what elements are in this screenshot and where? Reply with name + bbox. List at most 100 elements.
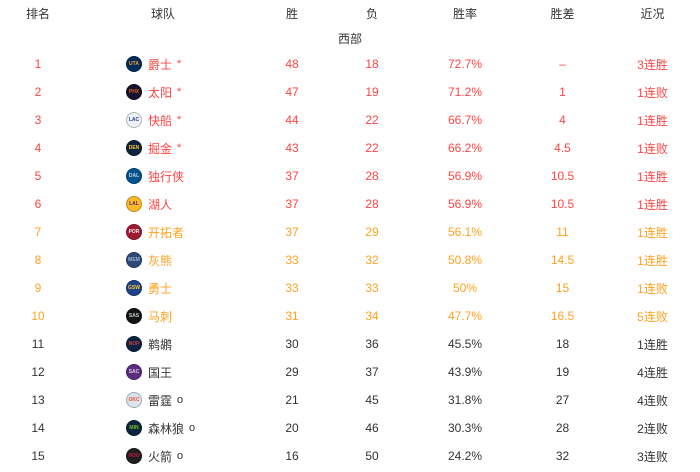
team-name-link[interactable]: 太阳	[148, 85, 173, 100]
team-name-link[interactable]: 灰熊	[148, 253, 173, 268]
team-name-link[interactable]: 开拓者	[148, 225, 185, 240]
col-header-gamesbehind: 胜差	[550, 6, 575, 21]
streak: 1连胜	[637, 337, 668, 352]
games-behind: 32	[555, 449, 570, 463]
wins: 37	[285, 197, 299, 211]
team-logo-icon: HOU	[126, 448, 142, 464]
games-behind: 28	[555, 421, 570, 435]
team-name-link[interactable]: 爵士	[148, 57, 173, 72]
losses: 22	[365, 113, 379, 127]
streak: 2连败	[637, 421, 668, 436]
streak: 3连败	[637, 449, 668, 464]
streak: 4连胜	[637, 365, 668, 380]
wins: 47	[285, 85, 299, 99]
losses: 45	[365, 393, 379, 407]
games-behind: 1	[559, 85, 566, 99]
table-row: 10 SAS 马刺 31 34 47.7% 16.5 5连败	[0, 302, 700, 330]
wins: 31	[285, 309, 299, 323]
team-logo-icon: POR	[126, 224, 142, 240]
streak: 1连胜	[637, 169, 668, 184]
streak: 1连胜	[637, 225, 668, 240]
conference-subtitle-row: 西部	[0, 26, 700, 50]
win-pct: 45.5%	[447, 337, 483, 351]
team-name-link[interactable]: 勇士	[148, 281, 173, 296]
rank: 14	[31, 421, 45, 435]
streak: 1连胜	[637, 113, 668, 128]
losses: 46	[365, 421, 379, 435]
table-row: 7 POR 开拓者 37 29 56.1% 11 1连胜	[0, 218, 700, 246]
wins: 33	[285, 253, 299, 267]
team-name-link[interactable]: 鹈鹕	[148, 337, 173, 352]
games-behind: –	[559, 57, 566, 71]
win-pct: 24.2%	[447, 449, 483, 463]
games-behind: 27	[555, 393, 570, 407]
rank: 7	[34, 225, 42, 239]
games-behind: 16.5	[550, 309, 575, 323]
col-header-losses: 负	[365, 6, 378, 21]
table-row: 1 UTA 爵士 * 48 18 72.7% – 3连胜	[0, 50, 700, 78]
table-row: 8 MEM 灰熊 33 32 50.8% 14.5 1连胜	[0, 246, 700, 274]
team-name-link[interactable]: 独行侠	[148, 169, 185, 184]
losses: 22	[365, 141, 379, 155]
games-behind: 14.5	[550, 253, 575, 267]
streak: 1连败	[637, 281, 668, 296]
team-status-marker: o	[189, 422, 196, 434]
team-status-marker: *	[177, 114, 182, 126]
table-row: 6 LAL 湖人 37 28 56.9% 10.5 1连胜	[0, 190, 700, 218]
team-name-link[interactable]: 湖人	[148, 197, 173, 212]
streak: 1连败	[637, 85, 668, 100]
losses: 28	[365, 197, 379, 211]
team-status-marker: *	[177, 58, 182, 70]
team-name-link[interactable]: 火箭	[148, 449, 173, 464]
table-row: 3 LAC 快船 * 44 22 66.7% 4 1连胜	[0, 106, 700, 134]
wins: 44	[285, 113, 299, 127]
wins: 29	[285, 365, 299, 379]
team-name-link[interactable]: 掘金	[148, 141, 173, 156]
team-name-link[interactable]: 雷霆	[148, 393, 173, 408]
win-pct: 56.9%	[447, 169, 483, 183]
losses: 50	[365, 449, 379, 463]
win-pct: 30.3%	[447, 421, 483, 435]
col-header-rank: 排名	[25, 6, 50, 21]
streak: 1连胜	[637, 197, 668, 212]
losses: 37	[365, 365, 379, 379]
header-row: 排名 球队 胜 负 胜率 胜差 近况	[0, 0, 700, 26]
rank: 9	[34, 281, 42, 295]
team-logo-icon: GSW	[126, 280, 142, 296]
wins: 30	[285, 337, 299, 351]
win-pct: 56.9%	[447, 197, 483, 211]
team-status-marker: *	[177, 86, 182, 98]
win-pct: 66.7%	[447, 113, 483, 127]
conference-title: 西部	[337, 31, 362, 46]
win-pct: 31.8%	[447, 393, 483, 407]
rank: 12	[31, 365, 45, 379]
rank: 10	[31, 309, 45, 323]
team-name-link[interactable]: 快船	[148, 113, 173, 128]
team-status-marker: o	[177, 394, 184, 406]
team-name-link[interactable]: 森林狼	[148, 421, 185, 436]
rank: 2	[34, 85, 42, 99]
streak: 5连败	[637, 309, 668, 324]
team-logo-icon: DEN	[126, 140, 142, 156]
team-name-link[interactable]: 马刺	[148, 309, 173, 324]
table-row: 13 OKC 雷霆 o 21 45 31.8% 27 4连败	[0, 386, 700, 414]
team-logo-icon: MIN	[126, 420, 142, 436]
col-header-team: 球队	[150, 6, 175, 21]
table-row: 14 MIN 森林狼 o 20 46 30.3% 28 2连败	[0, 414, 700, 442]
team-logo-icon: DAL	[126, 168, 142, 184]
win-pct: 43.9%	[447, 365, 483, 379]
team-logo-icon: LAC	[126, 112, 142, 128]
rank: 5	[34, 169, 42, 183]
games-behind: 19	[555, 365, 570, 379]
rank: 8	[34, 253, 42, 267]
rank: 6	[34, 197, 42, 211]
team-name-link[interactable]: 国王	[148, 365, 173, 380]
win-pct: 50.8%	[447, 253, 483, 267]
win-pct: 72.7%	[447, 57, 483, 71]
win-pct: 66.2%	[447, 141, 483, 155]
wins: 48	[285, 57, 299, 71]
table-row: 9 GSW 勇士 33 33 50% 15 1连败	[0, 274, 700, 302]
table-row: 12 SAC 国王 29 37 43.9% 19 4连胜	[0, 358, 700, 386]
team-logo-icon: UTA	[126, 56, 142, 72]
